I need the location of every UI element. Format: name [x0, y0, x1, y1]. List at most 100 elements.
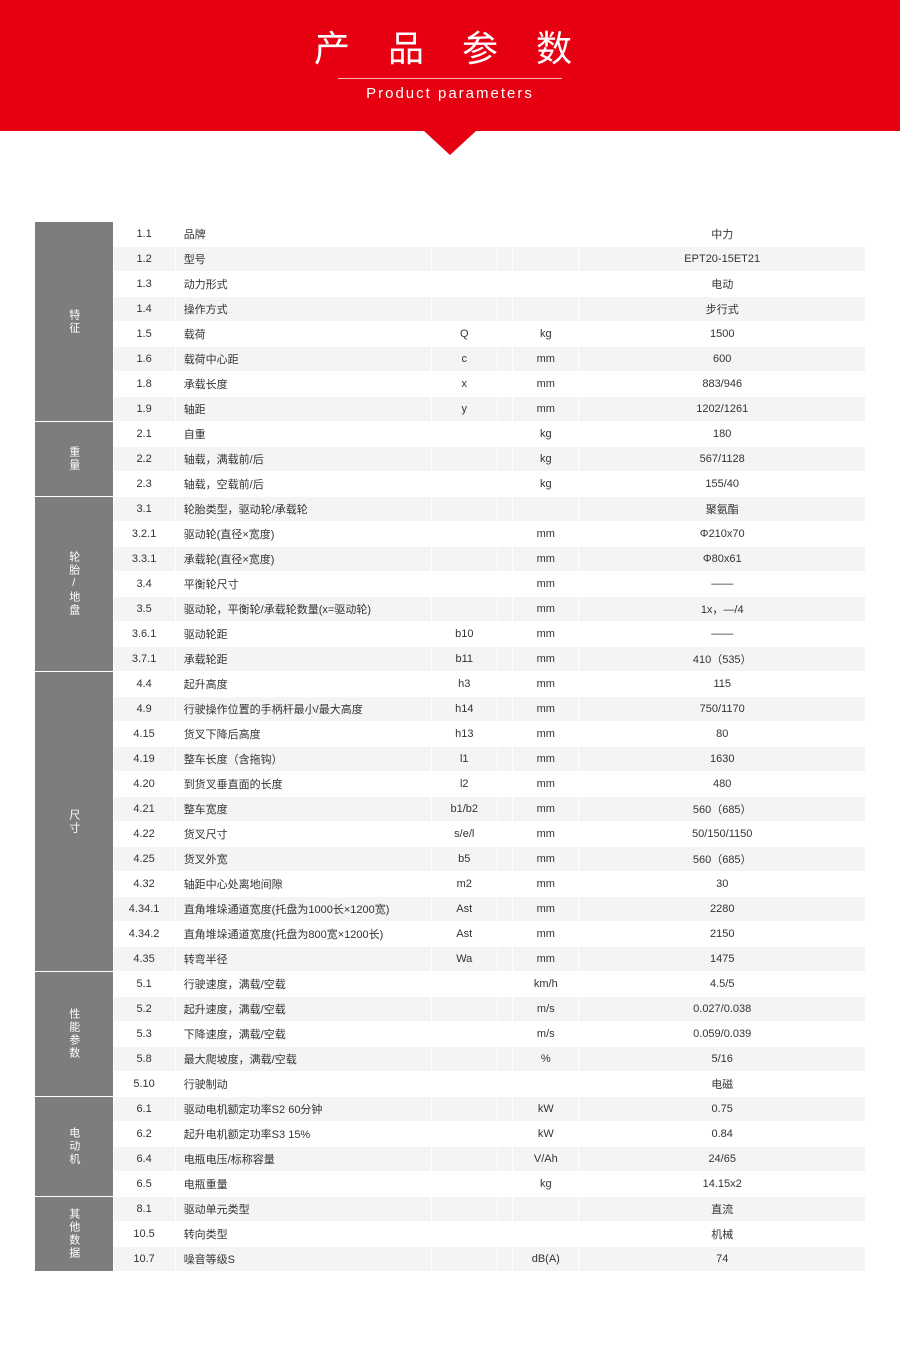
spacer — [498, 472, 512, 496]
row-unit: m/s — [513, 997, 578, 1021]
row-unit: mm — [513, 897, 578, 921]
row-label: 行驶操作位置的手柄杆最小/最大高度 — [176, 697, 431, 721]
row-label: 电瓶重量 — [176, 1172, 431, 1196]
table-row: 其他数据8.1驱动单元类型直流 — [35, 1197, 865, 1221]
row-label: 起升电机额定功率S3 15% — [176, 1122, 431, 1146]
row-unit — [513, 1222, 578, 1246]
row-unit — [513, 222, 578, 246]
row-id: 3.6.1 — [114, 622, 175, 646]
row-unit: mm — [513, 847, 578, 871]
spacer — [498, 1097, 512, 1121]
row-symbol: s/e/l — [432, 822, 497, 846]
row-unit: mm — [513, 397, 578, 421]
row-unit: % — [513, 1047, 578, 1071]
row-label: 驱动轮距 — [176, 622, 431, 646]
row-value: —— — [579, 572, 865, 596]
row-id: 10.5 — [114, 1222, 175, 1246]
row-unit — [513, 1197, 578, 1221]
table-row: 性能参数5.1行驶速度，满载/空载km/h4.5/5 — [35, 972, 865, 996]
row-symbol — [432, 247, 497, 271]
row-value: 4.5/5 — [579, 972, 865, 996]
row-unit: kg — [513, 322, 578, 346]
row-value: 0.75 — [579, 1097, 865, 1121]
group-header: 电动机 — [35, 1097, 113, 1196]
table-row: 4.19整车长度（含拖钩）l1mm1630 — [35, 747, 865, 771]
row-value: 电动 — [579, 272, 865, 296]
row-symbol — [432, 1247, 497, 1271]
table-row: 4.20到货叉垂直面的长度l2mm480 — [35, 772, 865, 796]
table-row: 3.2.1驱动轮(直径×宽度)mmΦ210x70 — [35, 522, 865, 546]
row-unit — [513, 272, 578, 296]
table-row: 3.7.1承载轮距b11mm410（535） — [35, 647, 865, 671]
row-value: 80 — [579, 722, 865, 746]
row-label: 行驶速度，满载/空载 — [176, 972, 431, 996]
table-row: 电动机6.1驱动电机额定功率S2 60分钟kW0.75 — [35, 1097, 865, 1121]
row-label: 载荷中心距 — [176, 347, 431, 371]
spacer — [498, 522, 512, 546]
row-id: 4.15 — [114, 722, 175, 746]
spacer — [498, 1147, 512, 1171]
row-value: 74 — [579, 1247, 865, 1271]
content: 特征1.1品牌中力1.2型号EPT20-15ET211.3动力形式电动1.4操作… — [0, 131, 900, 1352]
row-value: 5/16 — [579, 1047, 865, 1071]
table-row: 5.3下降速度，满载/空载m/s0.059/0.039 — [35, 1022, 865, 1046]
row-id: 3.7.1 — [114, 647, 175, 671]
spacer — [498, 347, 512, 371]
row-label: 轮胎类型，驱动轮/承载轮 — [176, 497, 431, 521]
row-symbol — [432, 1047, 497, 1071]
row-id: 1.5 — [114, 322, 175, 346]
row-unit: kg — [513, 422, 578, 446]
row-label: 轴距 — [176, 397, 431, 421]
spacer — [498, 1122, 512, 1146]
row-id: 5.2 — [114, 997, 175, 1021]
row-label: 货叉外宽 — [176, 847, 431, 871]
row-unit: mm — [513, 647, 578, 671]
row-id: 3.2.1 — [114, 522, 175, 546]
row-label: 驱动轮，平衡轮/承载轮数量(x=驱动轮) — [176, 597, 431, 621]
row-symbol — [432, 1197, 497, 1221]
table-row: 1.5载荷Qkg1500 — [35, 322, 865, 346]
row-symbol — [432, 1022, 497, 1046]
table-row: 4.22货叉尺寸s/e/lmm50/150/1150 — [35, 822, 865, 846]
row-label: 操作方式 — [176, 297, 431, 321]
group-header: 尺寸 — [35, 672, 113, 971]
row-label: 平衡轮尺寸 — [176, 572, 431, 596]
row-symbol — [432, 497, 497, 521]
row-label: 动力形式 — [176, 272, 431, 296]
row-symbol — [432, 522, 497, 546]
table-row: 4.9行驶操作位置的手柄杆最小/最大高度h14mm750/1170 — [35, 697, 865, 721]
row-id: 8.1 — [114, 1197, 175, 1221]
row-unit: mm — [513, 372, 578, 396]
spacer — [498, 497, 512, 521]
group-header: 重量 — [35, 422, 113, 496]
row-symbol: b11 — [432, 647, 497, 671]
row-value: 560（685） — [579, 797, 865, 821]
row-unit — [513, 297, 578, 321]
spacer — [498, 247, 512, 271]
row-value: 180 — [579, 422, 865, 446]
row-id: 3.4 — [114, 572, 175, 596]
spacer — [498, 1197, 512, 1221]
table-row: 4.34.2直角堆垛通道宽度(托盘为800宽×1200长)Astmm2150 — [35, 922, 865, 946]
row-value: 0.027/0.038 — [579, 997, 865, 1021]
table-row: 3.4平衡轮尺寸mm—— — [35, 572, 865, 596]
row-symbol: h14 — [432, 697, 497, 721]
row-label: 最大爬坡度，满载/空载 — [176, 1047, 431, 1071]
row-symbol — [432, 472, 497, 496]
row-value: 750/1170 — [579, 697, 865, 721]
row-unit — [513, 1072, 578, 1096]
row-value: 115 — [579, 672, 865, 696]
row-id: 1.1 — [114, 222, 175, 246]
row-label: 货叉尺寸 — [176, 822, 431, 846]
row-unit: V/Ah — [513, 1147, 578, 1171]
spacer — [498, 822, 512, 846]
spacer — [498, 372, 512, 396]
row-value: —— — [579, 622, 865, 646]
row-unit: mm — [513, 872, 578, 896]
row-value: 聚氨酯 — [579, 497, 865, 521]
row-id: 1.4 — [114, 297, 175, 321]
row-value: 30 — [579, 872, 865, 896]
row-symbol — [432, 422, 497, 446]
row-value: 1202/1261 — [579, 397, 865, 421]
row-unit: km/h — [513, 972, 578, 996]
